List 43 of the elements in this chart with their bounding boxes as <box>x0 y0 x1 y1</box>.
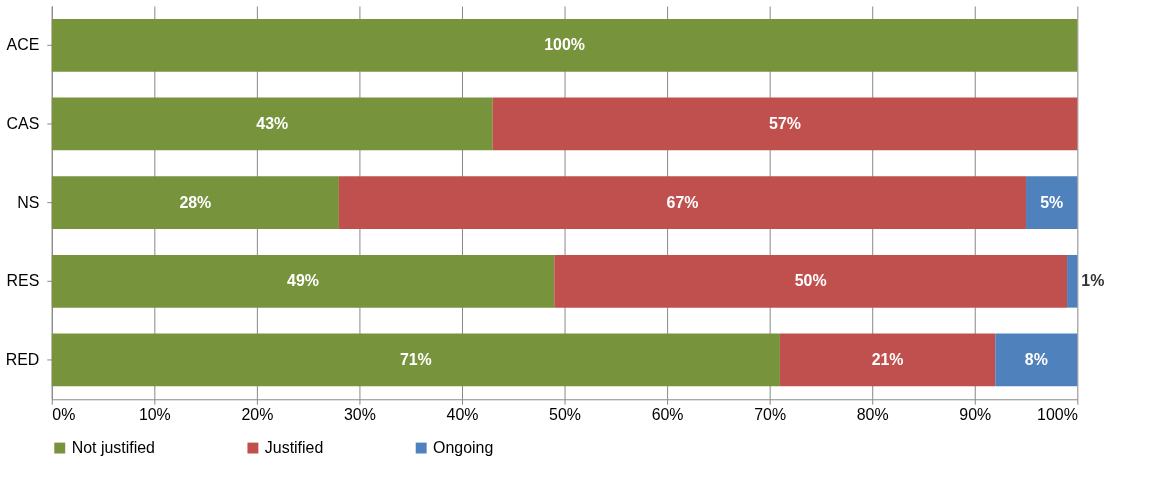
data-label: 67% <box>666 193 699 211</box>
bar <box>995 333 1078 387</box>
bar <box>51 18 1078 72</box>
data-label: 43% <box>256 114 289 132</box>
x-tick-label: 80% <box>856 405 889 423</box>
data-label: 1% <box>1081 272 1105 290</box>
bar <box>554 254 1068 308</box>
data-label: 28% <box>179 193 212 211</box>
bar <box>492 97 1078 151</box>
data-label: 57% <box>769 114 801 132</box>
bar <box>51 254 555 308</box>
legend-label: Ongoing <box>433 439 494 457</box>
data-label: 49% <box>287 272 319 290</box>
y-tick-label: RED <box>5 350 40 368</box>
legend-label: Not justified <box>71 439 155 457</box>
y-tick-label: ACE <box>6 36 40 54</box>
y-tick-label: CAS <box>6 114 40 132</box>
x-tick-label: 30% <box>344 405 376 423</box>
x-tick-label: 60% <box>651 405 684 423</box>
data-label: 8% <box>1024 350 1048 368</box>
bar <box>51 333 780 387</box>
data-label: 71% <box>399 350 432 368</box>
x-tick-label: 100% <box>1037 405 1078 423</box>
bar <box>51 176 339 229</box>
y-tick-label: NS <box>17 193 40 211</box>
bar <box>51 97 493 151</box>
x-tick-label: 40% <box>446 405 479 423</box>
bar <box>1067 254 1078 308</box>
y-tick-label: RES <box>6 272 40 290</box>
bar <box>779 333 996 387</box>
data-label: 100% <box>544 36 585 54</box>
x-tick-label: 10% <box>138 405 171 423</box>
legend-label: Justified <box>264 439 324 457</box>
data-label: 50% <box>794 272 827 290</box>
x-tick-label: 70% <box>754 405 787 423</box>
x-tick-label: 90% <box>959 405 992 423</box>
x-tick-label: 20% <box>241 405 274 423</box>
x-tick-label: 50% <box>549 405 581 423</box>
data-label: 5% <box>1040 193 1064 211</box>
bar <box>1026 176 1078 229</box>
bar <box>338 176 1027 229</box>
x-tick-label: 0% <box>52 405 76 423</box>
data-label: 21% <box>871 350 904 368</box>
